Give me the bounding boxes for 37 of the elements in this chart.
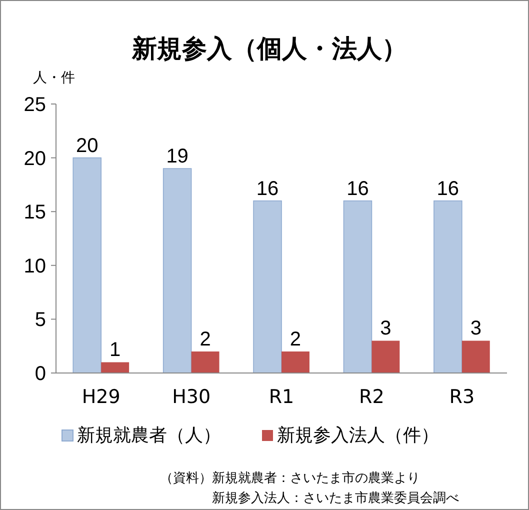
y-tick-label: 10: [24, 255, 46, 278]
data-label: 3: [380, 318, 392, 340]
data-label: 20: [76, 134, 98, 157]
x-tick-label: R2: [359, 386, 384, 408]
y-tick-label: 15: [24, 202, 46, 224]
bar: [434, 200, 462, 374]
bar: [162, 168, 192, 374]
y-tick-label: 0: [34, 363, 46, 385]
data-label: 19: [166, 146, 188, 168]
bar: [372, 340, 400, 373]
data-label: 2: [290, 328, 302, 350]
y-axis-title: 人・件: [33, 70, 75, 86]
bar: [462, 340, 490, 373]
data-label: 16: [436, 178, 460, 200]
data-label: 2: [200, 328, 211, 350]
bar: [101, 362, 130, 373]
x-tick-label: R1: [268, 386, 294, 408]
chart-title: 新規参入（個人・法人）: [131, 34, 407, 63]
data-label: 16: [346, 178, 369, 200]
data-label: 16: [256, 178, 279, 200]
bar: [72, 157, 102, 374]
bar: [343, 200, 372, 374]
legend-label: 新規参入法人（件）: [277, 425, 439, 446]
bar: [282, 351, 310, 373]
text: 新規参入法人：さいたま市農業委員会調べ: [212, 491, 459, 506]
data-label: 3: [470, 318, 482, 340]
bar: [253, 200, 282, 374]
x-tick-label: R3: [449, 386, 475, 408]
x-tick-label: H29: [82, 386, 120, 408]
y-tick-label: 20: [24, 148, 46, 170]
y-tick-label: 5: [34, 309, 46, 332]
bar: [191, 351, 220, 373]
x-tick-label: H30: [172, 386, 211, 408]
legend-label: 新規就農者（人）: [77, 425, 221, 446]
data-label: 1: [110, 339, 121, 362]
text: （資料）新規就農者：さいたま市の農業より: [160, 471, 420, 486]
y-tick-label: 25: [24, 94, 46, 116]
